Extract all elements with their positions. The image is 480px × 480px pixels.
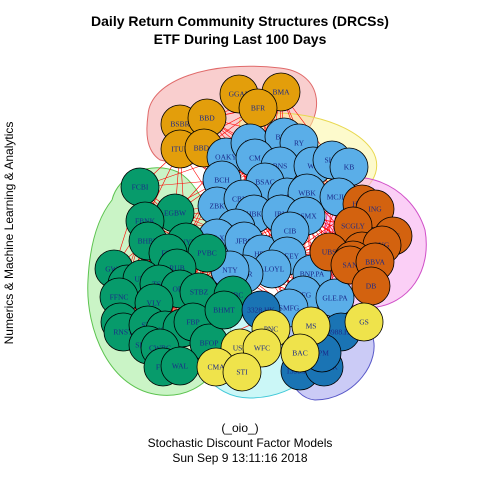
node-label: 3988.HK	[327, 328, 355, 337]
node-label: BHBK	[138, 237, 159, 246]
node-sti: STI	[222, 352, 262, 392]
node-label: BCH	[214, 176, 230, 185]
node-label: VLY	[147, 299, 162, 308]
node-label: BBDO	[194, 144, 215, 153]
node-label: DSEEY	[275, 252, 300, 261]
node-label: ING	[368, 205, 382, 214]
node-label: BBVA	[365, 258, 385, 267]
node-label: BAC	[292, 349, 307, 358]
node-wal: WAL	[160, 346, 200, 386]
node-label: SAN	[342, 261, 358, 270]
node-label: FCBI	[132, 183, 149, 192]
node-label: BFOP	[200, 339, 219, 348]
node-label: JPM	[315, 349, 329, 358]
node-label: ZBK	[210, 202, 226, 211]
node-label: RUB	[169, 264, 184, 273]
nodes: GGALBMABFRBSBRBBDITUBBBDOOAKYTDBMORYCMBN…	[94, 72, 413, 392]
chart-title: Daily Return Community Structures (DRCSs…	[0, 12, 480, 48]
node-circle	[344, 302, 384, 342]
node-label: HBK	[246, 210, 262, 219]
node-label: CMA	[207, 363, 225, 372]
node-label: USB	[233, 344, 248, 353]
node-circle	[222, 352, 262, 392]
node-label: JFBC	[235, 237, 252, 246]
node-label: BNP.PA	[300, 270, 325, 279]
node-label: WFC	[254, 344, 270, 353]
title-line-2: ETF During Last 100 Days	[153, 31, 327, 47]
node-bac: BAC	[280, 333, 320, 373]
node-label: GWB	[105, 265, 123, 274]
node-label: FBP	[186, 318, 199, 327]
node-bhmt: BHMT	[204, 290, 244, 330]
node-label: STBZ	[190, 288, 209, 297]
node-label: GGAL	[229, 90, 250, 99]
node-label: WBK	[298, 189, 316, 198]
node-label: BBD	[199, 114, 215, 123]
title-line-1: Daily Return Community Structures (DRCSs…	[91, 13, 389, 29]
node-label: BSMX	[295, 212, 317, 221]
node-label: BHMT	[213, 306, 235, 315]
node-label: SMFG	[279, 304, 300, 313]
node-label: FFNC	[110, 293, 129, 302]
node-label: GLE.PA	[322, 294, 348, 303]
node-label: GS	[359, 318, 369, 327]
node-label: TSC	[152, 280, 166, 289]
node-label: EGBW	[164, 209, 187, 218]
node-label: UBS	[322, 248, 337, 257]
node-label: DB	[366, 282, 376, 291]
caption-line-3: Sun Sep 9 13:11:16 2018	[172, 451, 308, 465]
node-gs: GS	[344, 302, 384, 342]
caption: (_oio_) Stochastic Discount Factor Model…	[0, 421, 480, 466]
node-fcbi: FCBI	[120, 167, 160, 207]
node-label: PNC	[264, 325, 279, 334]
node-label: MCJLX	[327, 193, 352, 202]
node-label: OAKY	[215, 153, 237, 162]
node-label: BNS	[273, 162, 288, 171]
node-label: WF	[307, 162, 318, 171]
node-label: RNST	[113, 328, 133, 337]
node-circle	[280, 333, 320, 373]
node-label: PVBC	[197, 249, 217, 258]
node-label: SCGLY	[341, 222, 365, 231]
node-label: BSBR	[170, 120, 189, 129]
node-label: CIB	[284, 227, 297, 236]
node-label: NTY	[222, 266, 238, 275]
node-label: BSAC	[255, 178, 275, 187]
node-label: ITUB	[171, 145, 189, 154]
node-label: FBNK	[135, 217, 156, 226]
node-label: MS	[306, 322, 317, 331]
caption-line-2: Stochastic Discount Factor Models	[147, 436, 333, 450]
node-db: DB	[351, 266, 391, 306]
node-label: KB	[344, 163, 354, 172]
node-label: 3328.HK	[247, 306, 275, 315]
node-bfr: BFR	[238, 88, 278, 128]
node-label: LLOYL	[260, 265, 285, 274]
node-label: BMA	[272, 88, 290, 97]
node-label: WAL	[172, 362, 189, 371]
caption-line-1: (_oio_)	[221, 421, 259, 435]
node-label: BFR	[251, 104, 265, 113]
node-label: STI	[236, 368, 248, 377]
node-label: SNYB	[176, 238, 196, 247]
node-label: CM	[249, 154, 261, 163]
node-label: RY	[294, 139, 305, 148]
